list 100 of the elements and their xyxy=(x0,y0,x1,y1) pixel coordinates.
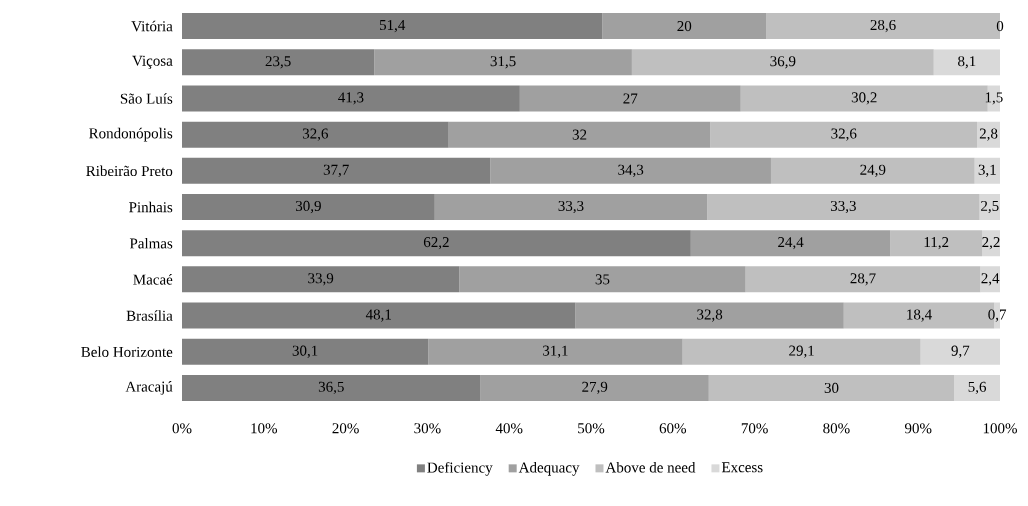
data-label: 27,9 xyxy=(582,381,608,395)
data-label: 51,4 xyxy=(379,19,406,33)
data-label: 32 xyxy=(572,129,587,140)
data-label: 9,7 xyxy=(951,345,970,358)
bar xyxy=(980,266,1001,293)
data-label: 11,2 xyxy=(924,237,949,250)
data-label: 62,2 xyxy=(423,237,449,250)
y-tick-label: Pinhais xyxy=(129,201,173,213)
data-label: 0 xyxy=(996,21,1004,32)
bar xyxy=(519,85,741,112)
bar xyxy=(890,230,983,257)
data-label: 32,8 xyxy=(697,309,723,322)
bar xyxy=(974,157,1001,184)
data-label: 30 xyxy=(824,382,839,393)
bar xyxy=(707,194,980,220)
data-label: 5,6 xyxy=(968,381,987,395)
bar xyxy=(448,121,711,148)
bar xyxy=(434,194,708,220)
data-label: 33,3 xyxy=(830,200,856,214)
data-label: 34,3 xyxy=(618,164,644,177)
bar xyxy=(690,230,891,257)
legend-label: Excess xyxy=(721,462,763,473)
bar xyxy=(575,302,844,329)
data-label: 2,5 xyxy=(981,200,999,214)
data-label: 48,1 xyxy=(365,309,391,322)
bar xyxy=(602,13,767,40)
data-label: 28,6 xyxy=(870,19,896,33)
data-label: 24,9 xyxy=(860,164,886,177)
data-label: 33,3 xyxy=(558,200,584,214)
data-label: 29,1 xyxy=(789,345,814,358)
data-label: 32,6 xyxy=(302,128,329,141)
data-label: 20 xyxy=(677,21,692,32)
bar xyxy=(920,338,1001,365)
bar xyxy=(987,85,1001,112)
legend-label: Above de need xyxy=(605,462,696,473)
bar xyxy=(182,338,429,365)
bar xyxy=(182,374,481,401)
bar xyxy=(954,374,1001,401)
bar xyxy=(182,302,576,329)
bar xyxy=(766,13,1001,40)
y-tick-label: Viçosa xyxy=(132,55,173,69)
data-label: 23,5 xyxy=(265,56,291,69)
data-label: 37,7 xyxy=(323,164,349,177)
bar xyxy=(182,157,491,184)
bar xyxy=(631,49,934,76)
data-label: 8,1 xyxy=(958,56,976,69)
bar xyxy=(374,49,632,76)
x-tick-label: 100% xyxy=(983,423,1017,434)
data-label: 31,5 xyxy=(490,56,516,69)
y-tick-label: Rondonópolis xyxy=(89,127,173,142)
bar xyxy=(933,49,1001,76)
data-label: 27 xyxy=(623,93,638,104)
y-tick-label: Belo Horizonte xyxy=(81,346,173,357)
bar xyxy=(182,85,520,112)
data-label: 30,2 xyxy=(851,92,877,105)
bar xyxy=(428,338,683,365)
data-label: 30,9 xyxy=(295,200,321,214)
legend-label: Deficiency xyxy=(427,461,493,476)
x-tick-label: 40% xyxy=(495,423,523,434)
bar xyxy=(682,338,921,365)
x-tick-label: 20% xyxy=(332,423,359,434)
bar xyxy=(977,121,1001,148)
bar xyxy=(740,85,988,112)
data-label: 3,1 xyxy=(978,164,996,177)
y-tick-label: Aracajú xyxy=(125,381,173,395)
data-label: 2,8 xyxy=(979,128,998,141)
data-label: 41,3 xyxy=(338,92,364,105)
data-label: 28,7 xyxy=(850,273,876,286)
bar xyxy=(182,230,691,257)
bar xyxy=(710,121,978,148)
y-tick-label: Macaé xyxy=(133,274,173,285)
bar xyxy=(480,374,709,401)
x-tick-label: 80% xyxy=(823,423,850,434)
data-label: 2,4 xyxy=(981,273,1000,286)
data-label: 36,5 xyxy=(318,381,344,395)
data-label: 30,1 xyxy=(292,345,318,358)
y-tick-label: Brasília xyxy=(126,310,173,321)
bar xyxy=(982,230,1001,257)
y-tick-label: Palmas xyxy=(129,237,173,249)
x-tick-label: 30% xyxy=(414,423,441,434)
bar xyxy=(182,194,435,220)
x-tick-label: 60% xyxy=(659,423,687,434)
x-tick-label: 70% xyxy=(741,423,768,434)
data-label: 2,2 xyxy=(982,237,1000,250)
data-label: 0,7 xyxy=(988,309,1007,322)
data-label: 32,6 xyxy=(831,128,857,141)
legend-label: Adequacy xyxy=(518,462,580,476)
data-label: 1,5 xyxy=(985,92,1003,105)
x-tick-label: 50% xyxy=(578,423,605,434)
bar xyxy=(182,121,449,148)
bar xyxy=(182,266,460,293)
y-tick-label: Ribeirão Preto xyxy=(86,165,173,177)
bar xyxy=(708,374,955,401)
y-tick-label: São Luís xyxy=(120,93,173,104)
data-label: 33,9 xyxy=(308,273,334,286)
bar xyxy=(490,157,771,184)
data-label: 31,1 xyxy=(543,345,568,358)
data-label: 24,4 xyxy=(778,237,804,250)
data-label: 18,4 xyxy=(907,309,932,322)
data-label: 36,9 xyxy=(770,56,796,69)
